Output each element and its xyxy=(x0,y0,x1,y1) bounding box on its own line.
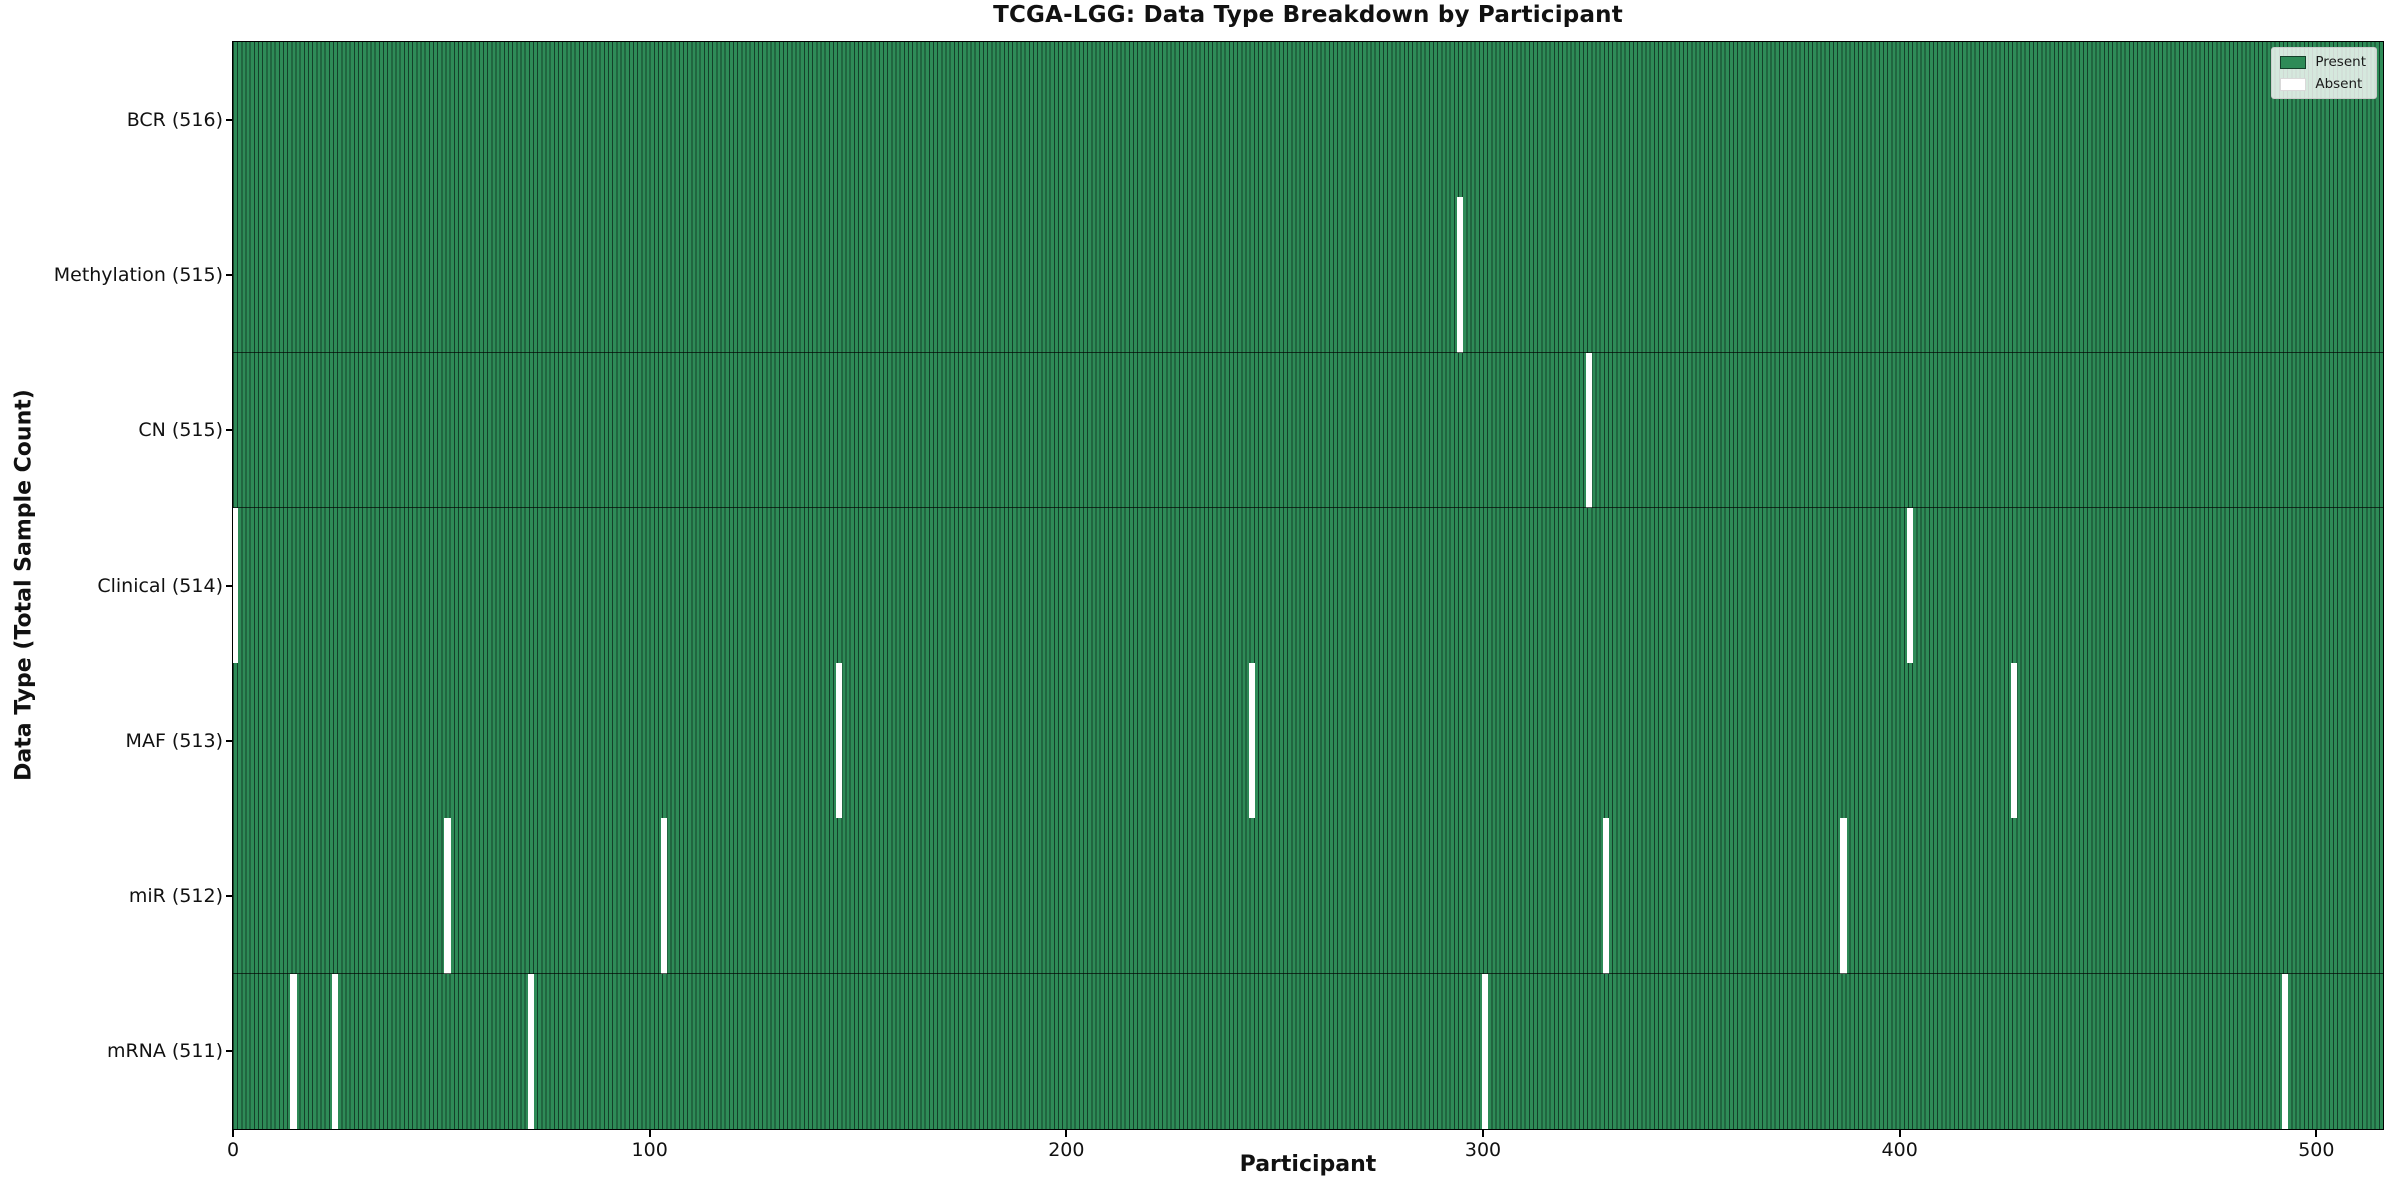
heatmap-row xyxy=(233,352,2383,508)
absent-gap xyxy=(661,818,668,974)
y-tick-label: mRNA (511) xyxy=(106,1040,223,1063)
x-tick-mark xyxy=(1065,1129,1068,1137)
absent-gap xyxy=(331,973,339,1129)
y-tick-label: MAF (513) xyxy=(125,729,223,752)
legend-item-label: Absent xyxy=(2315,76,2363,92)
absent-gap xyxy=(527,973,535,1129)
x-tick-label: 0 xyxy=(226,1139,240,1161)
x-tick-label: 300 xyxy=(1464,1139,1502,1161)
absent-gap xyxy=(1456,197,1464,353)
plot-area: Present Absent xyxy=(232,41,2384,1130)
y-tick-label: Clinical (514) xyxy=(97,574,223,597)
legend: Present Absent xyxy=(2271,47,2377,99)
heatmap-row xyxy=(233,197,2383,353)
y-tick-label: CN (515) xyxy=(138,419,223,442)
y-tick-mark xyxy=(226,118,233,121)
legend-item-label: Present xyxy=(2315,54,2366,70)
chart-title: TCGA-LGG: Data Type Breakdown by Partici… xyxy=(993,2,1623,28)
y-tick-mark xyxy=(226,739,233,742)
x-tick-label: 100 xyxy=(631,1139,668,1161)
heatmap-row xyxy=(233,42,2383,198)
absent-gap xyxy=(444,818,451,974)
y-tick-label: Methylation (515) xyxy=(53,263,223,286)
absent-gap xyxy=(836,663,843,819)
absent-gap xyxy=(1481,973,1489,1129)
heatmap-row xyxy=(233,973,2383,1129)
legend-item-absent: Absent xyxy=(2280,76,2366,92)
y-tick-label: miR (512) xyxy=(128,885,223,908)
heatmap-row xyxy=(233,818,2383,974)
x-tick-label: 200 xyxy=(1048,1139,1085,1161)
x-tick-label: 500 xyxy=(2298,1139,2335,1161)
heatmap-row xyxy=(233,507,2383,664)
absent-gap xyxy=(2011,663,2018,819)
x-tick-mark xyxy=(1482,1129,1484,1137)
absent-gap xyxy=(1840,818,1847,974)
legend-item-present: Present xyxy=(2280,54,2366,70)
absent-gap xyxy=(1248,663,1255,819)
heatmap-rows xyxy=(233,42,2383,1129)
absent-gap xyxy=(1602,818,1610,974)
y-tick-mark xyxy=(226,429,233,432)
absent-gap xyxy=(2281,973,2289,1129)
x-tick-mark xyxy=(2315,1129,2318,1137)
legend-swatch-present-icon xyxy=(2280,55,2307,69)
absent-gap xyxy=(233,507,239,664)
x-axis-label: Participant xyxy=(1239,1152,1377,1177)
y-tick-mark xyxy=(226,895,233,898)
y-tick-mark xyxy=(226,584,233,587)
y-tick-mark xyxy=(226,273,233,276)
heatmap-row xyxy=(233,663,2383,819)
y-tick-mark xyxy=(226,1050,233,1053)
y-tick-label: BCR (516) xyxy=(126,108,223,131)
absent-gap xyxy=(290,973,297,1129)
x-tick-mark xyxy=(232,1129,234,1137)
x-tick-mark xyxy=(648,1129,651,1137)
x-tick-label: 400 xyxy=(1881,1139,1918,1161)
absent-gap xyxy=(1906,507,1914,664)
absent-gap xyxy=(1586,352,1593,508)
legend-swatch-absent-icon xyxy=(2280,77,2307,91)
x-tick-mark xyxy=(1898,1129,1901,1137)
